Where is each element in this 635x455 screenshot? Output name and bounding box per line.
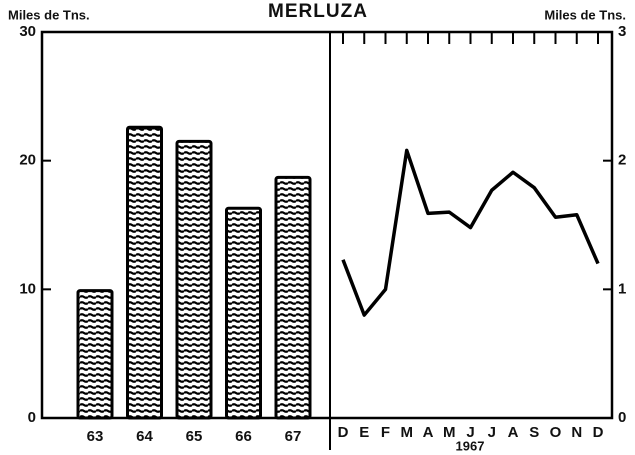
x-tick-label: A xyxy=(423,424,434,441)
y-tick-label: 0 xyxy=(28,409,36,426)
y2-tick-label: 3 xyxy=(618,23,626,40)
x-tick-label: 65 xyxy=(186,428,203,445)
x-tick-label: D xyxy=(338,424,349,441)
x-tick-label: J xyxy=(466,424,474,441)
y-tick-label: 10 xyxy=(19,280,36,297)
x-tick-label: E xyxy=(359,424,369,441)
bar xyxy=(225,206,262,420)
y-tick-label: 20 xyxy=(19,152,36,169)
x-tick-label: A xyxy=(508,424,519,441)
x-tick-label: F xyxy=(381,424,390,441)
bar xyxy=(126,125,163,420)
x-tick-label: M xyxy=(401,424,414,441)
x-tick-label: 63 xyxy=(87,428,104,445)
y2-tick-label: 0 xyxy=(618,409,626,426)
x-axis-label: 1967 xyxy=(456,438,485,453)
y2-tick-label: 1 xyxy=(618,280,626,297)
chart-title: MERLUZA xyxy=(268,1,368,22)
bar xyxy=(274,175,312,420)
x-tick-label: J xyxy=(488,424,496,441)
x-tick-label: D xyxy=(593,424,604,441)
x-tick-label: M xyxy=(443,424,456,441)
x-tick-label: 64 xyxy=(136,428,153,445)
y2-tick-label: 2 xyxy=(618,152,626,169)
bar xyxy=(175,139,213,420)
x-tick-label: S xyxy=(529,424,539,441)
x-tick-label: N xyxy=(571,424,582,441)
y-tick-label: 30 xyxy=(19,23,36,40)
plot-frame xyxy=(40,30,614,420)
y-axis-label: Miles de Tns. xyxy=(8,7,90,22)
x-tick-label: 67 xyxy=(285,428,302,445)
bar xyxy=(76,289,114,420)
line xyxy=(341,148,600,317)
x-tick-label: O xyxy=(550,424,562,441)
x-tick-label: 66 xyxy=(235,428,252,445)
y2-axis-label: Miles de Tns. xyxy=(544,7,626,22)
